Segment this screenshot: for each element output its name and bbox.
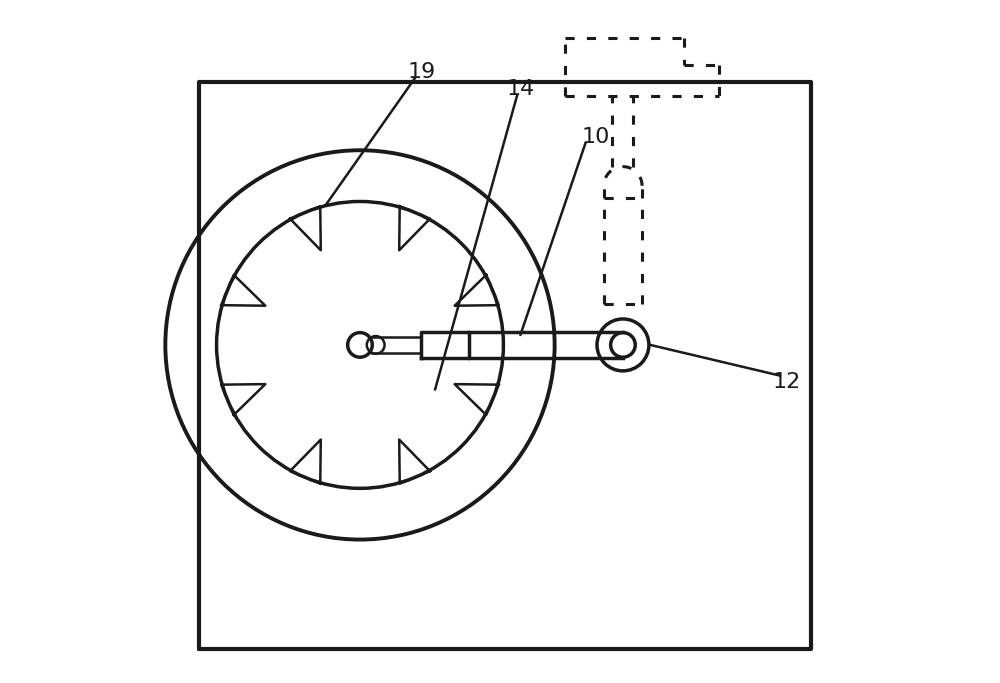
Text: 19: 19 (407, 61, 436, 82)
Text: 14: 14 (506, 79, 535, 99)
Text: 10: 10 (581, 126, 610, 147)
Text: 12: 12 (773, 372, 801, 393)
